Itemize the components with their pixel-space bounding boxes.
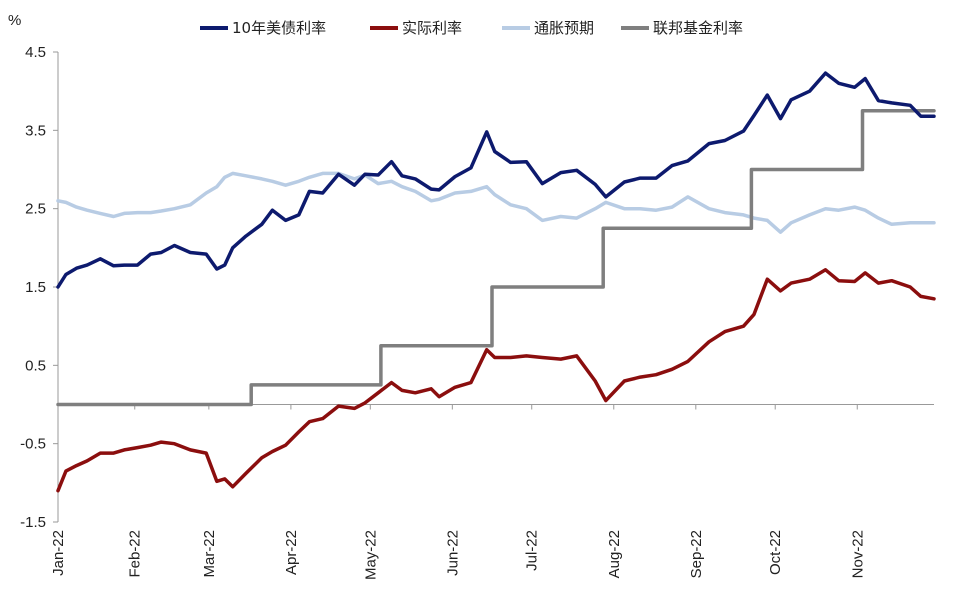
y-tick-label: 0.5 [25,357,46,374]
x-tick-label: Oct-22 [767,530,784,575]
y-tick-label: 3.5 [25,122,46,139]
y-tick-label: 1.5 [25,279,46,296]
x-tick-label: Nov-22 [849,530,866,578]
x-tick-label: Mar-22 [201,530,218,578]
x-tick-label: May-22 [362,530,379,580]
x-tick-label: Jul-22 [524,530,541,571]
series-line-0 [56,71,936,289]
x-axis: Jan-22 Feb-22 Mar-22 Apr-22 May-22 Jun-22 Jul-… [50,404,934,580]
x-tick-label: Jun-22 [444,530,461,576]
legend-label-3: 联邦基金利率 [653,19,743,37]
y-tick-label: 4.5 [25,44,46,61]
x-tick-label: Feb-22 [127,530,144,578]
series-line-1 [56,268,936,493]
y-tick-label: 2.5 [25,201,46,218]
y-axis-unit-label: % [8,12,21,29]
legend-label-0: 10年美债利率 [232,19,326,37]
y-tick-label: -1.5 [20,514,46,531]
series-line-3 [56,109,936,407]
y-tick-label: -0.5 [20,436,46,453]
legend-label-1: 实际利率 [402,19,462,37]
x-tick-label: Apr-22 [283,530,300,575]
x-tick-label: Sep-22 [688,530,705,578]
x-tick-label: Jan-22 [50,530,67,576]
legend-label-2: 通胀预期 [534,19,594,37]
y-axis: 4.5 3.5 2.5 1.5 0.5 -0.5 -1.5 [20,44,59,531]
series-layer [56,71,936,493]
legend: 10年美债利率 实际利率 通胀预期 联邦基金利率 [200,19,743,37]
x-tick-label: Aug-22 [606,530,623,578]
series-line-2 [56,171,936,234]
